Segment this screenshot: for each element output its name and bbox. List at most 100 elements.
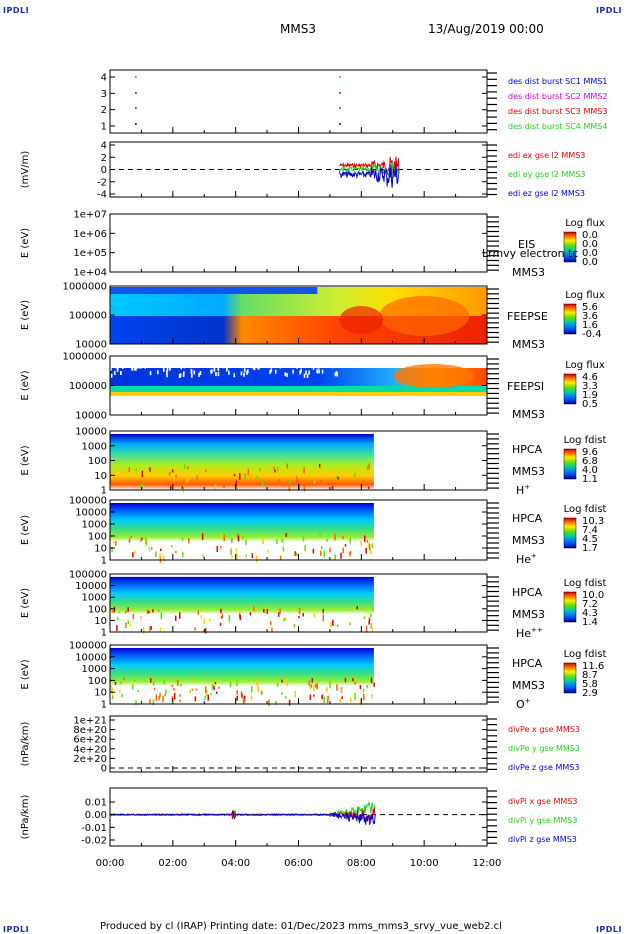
feepsi-gap (284, 372, 287, 377)
hpca_o-scatter-dot (137, 689, 140, 692)
burst-ytick-label: 2 (101, 105, 107, 116)
hpca_h-scatter-dot (234, 476, 236, 479)
hpca_hepp-scatter-dot (372, 606, 374, 612)
hpca_hepp-scatter-dot (270, 621, 272, 625)
feepsi-band-bottom (110, 392, 487, 396)
feepsi-gap (303, 373, 306, 378)
hpca_he-scatter-dot (235, 548, 238, 552)
burst-legend-1: des dist burst SC2 MMS2 (508, 92, 607, 101)
hpca_he-ytick-label: 100 (88, 532, 107, 543)
divpe-legend-2: divPe z gse MMS3 (508, 763, 579, 772)
feepsi-gap (199, 371, 202, 376)
feepsi-heatmap (110, 360, 487, 396)
hpca_hepp-scatter-dot (264, 606, 267, 613)
hpca_o-scatter-dot (313, 694, 315, 697)
hpca_o-scatter-dot (261, 690, 263, 695)
hpca_o-scatter-dot (119, 690, 121, 693)
feepsi-gap (306, 361, 309, 366)
hpca_o-ylabel: E (eV) (20, 659, 31, 689)
hpca_o-scatter-dot (322, 694, 324, 698)
hpca_h-scatter-dot (360, 481, 363, 485)
hpca_o-scatter-dot (242, 697, 244, 702)
edi-legend-2: edi ez gse l2 MMS3 (508, 189, 585, 198)
hpca_o-scatter-dot (340, 688, 343, 692)
hpca_he-scatter-dot (159, 553, 161, 559)
hpca_o-scatter-dot (268, 699, 270, 706)
hpca_he-scatter-dot (368, 544, 371, 551)
hpca_o-scatter-dot (215, 691, 218, 695)
feepsi-gap (121, 364, 124, 369)
hpca_hepp-scatter-dot (140, 616, 143, 620)
hpca_o-scatter-dot (111, 695, 114, 700)
divpe-ylabel: (nPa/km) (20, 722, 31, 767)
hpca_o-scatter-dot (326, 686, 328, 693)
feepse-instrument-label: FEEPSE (507, 310, 548, 323)
hpca_hepp-scatter-dot (157, 609, 160, 613)
hpca_he-colorbar-title: Log fdist (564, 504, 607, 515)
feepsi-gap (279, 364, 282, 369)
feepsi-gap (246, 370, 248, 375)
hpca_he-instrument-label: HPCA (512, 512, 543, 525)
hpca_hepp-scatter-dot (220, 608, 222, 614)
divpe-ytick-label: 6e+20 (73, 735, 107, 746)
eis-frame (109, 213, 488, 273)
hpca_hepp-scatter-dot (116, 625, 118, 632)
feepsi-gap (200, 363, 203, 368)
hpca_he-ytick-label: 10 (94, 544, 107, 555)
hpca_hepp-scatter-dot (174, 615, 177, 621)
hpca_o-scatter-dot (329, 681, 331, 689)
hpca_hepp-scatter-dot (330, 621, 332, 628)
hpca_o-scatter-dot (163, 679, 166, 685)
hpca_h-scatter-dot (135, 468, 138, 472)
feepsi-gap (334, 372, 337, 377)
feepsi-gap (253, 366, 256, 371)
hpca_o-scatter-dot (250, 695, 253, 700)
eis-ytick-label: 1e+05 (73, 248, 107, 259)
feepsi-gap (292, 369, 294, 374)
hpca_h-scatter-dot (244, 473, 247, 480)
hpca_hepp-scatter-dot (239, 614, 242, 620)
hpca_he-colorbar-value: 4.5 (582, 534, 598, 545)
hpca_o-ytick-label: 100 (88, 676, 107, 687)
divpe-ytick-label: 2e+20 (73, 754, 107, 765)
feepsi-gap (317, 364, 320, 369)
hpca_hepp-species-label: He++ (516, 626, 543, 640)
eis-overlay-text: Lrmvy electron tc (482, 247, 578, 260)
hpca_h-scatter-dot (128, 467, 131, 473)
hpca_hepp-scatter-dot (159, 627, 162, 632)
hpca_hepp-scatter-dot (113, 606, 116, 613)
burst-ytick-label: 4 (101, 73, 107, 84)
feepsi-gap (113, 371, 116, 376)
hpca_h-scatter-dot (186, 478, 188, 483)
hpca_o-scatter-dot (250, 685, 253, 693)
feepsi-gap (274, 360, 277, 365)
hpca_hepp-scatter-dot (142, 627, 145, 635)
hpca_hepp-scatter-dot (298, 607, 301, 615)
feepsi-gap (312, 365, 315, 370)
hpca_o-scatter-dot (133, 679, 136, 682)
hpca_he-scatter-dot (230, 548, 232, 555)
feepsi-gap (129, 362, 131, 367)
x-tick-label: 02:00 (158, 858, 187, 869)
feepsi-gap (252, 361, 255, 366)
feepsi-gap (254, 361, 257, 366)
feepsi-gap (269, 369, 271, 374)
feepsi-gap (249, 362, 251, 367)
hpca_hepp-scatter-dot (356, 605, 359, 610)
edi-ytick-label: -2 (97, 177, 107, 188)
hpca_hepp-scatter-dot (253, 606, 255, 612)
feepsi-ytick-label: 100000 (69, 381, 107, 392)
hpca_he-scatter-dot (334, 533, 336, 541)
hpca_he-scatter-dot (329, 547, 331, 553)
burst-legend-0: des dist burst SC1 MMS1 (508, 77, 607, 86)
hpca_o-scatter-dot (285, 678, 288, 683)
feepsi-gap (149, 360, 151, 365)
hpca_o-ytick-label: 1 (101, 700, 107, 711)
hpca_h-scatter-dot (170, 485, 172, 490)
hpca_h-scatter-dot (141, 483, 144, 490)
hpca_he-scatter-dot (141, 537, 143, 540)
hpca_o-scatter-dot (204, 686, 207, 693)
hpca_o-scatter-dot (284, 696, 287, 699)
hpca_hepp-scatter-dot (117, 617, 119, 621)
hpca_hepp-scatter-dot (200, 615, 203, 619)
